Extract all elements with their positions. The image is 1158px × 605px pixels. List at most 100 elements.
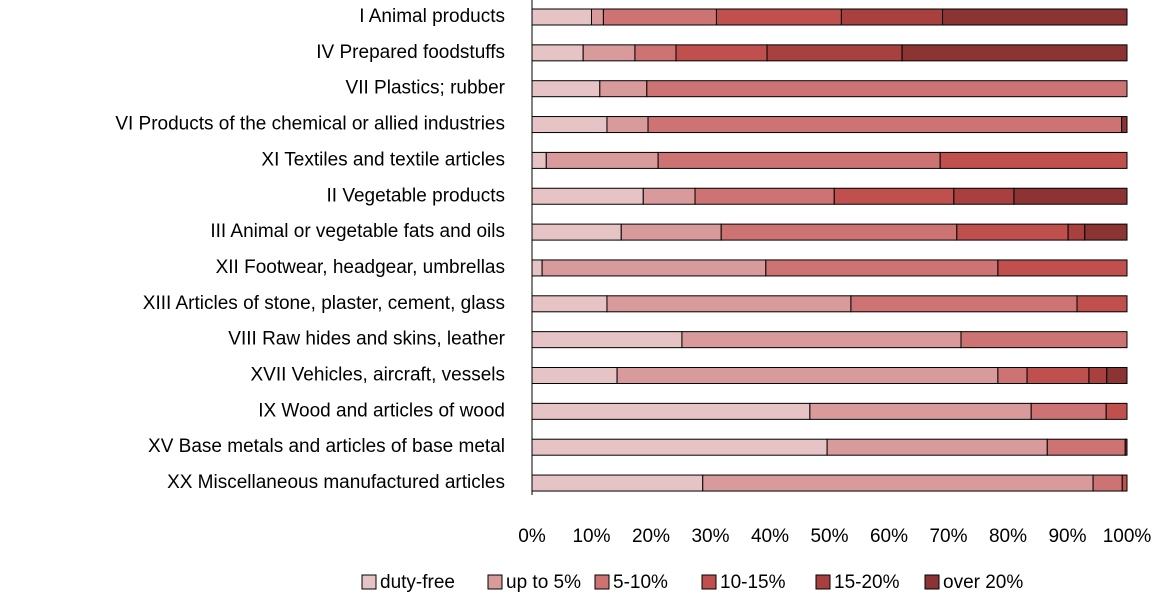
x-tick-label: 100% [1103, 526, 1152, 547]
bar-segment [591, 8, 604, 26]
category-label: VI Products of the chemical or allied in… [115, 114, 505, 135]
bar-segment [850, 295, 1078, 313]
category-label: III Animal or vegetable fats and oils [210, 221, 505, 242]
bar-segment [809, 402, 1032, 420]
bar-segment [541, 259, 767, 277]
bar-segment [694, 187, 835, 205]
category-label: XII Footwear, headgear, umbrellas [216, 257, 505, 278]
bar-segment [1026, 367, 1090, 384]
category-label: XI Textiles and textile articles [261, 149, 505, 170]
bar-segment [1121, 474, 1128, 492]
bar-segment [531, 331, 683, 349]
bar-segment [531, 259, 543, 277]
bar-segment [582, 44, 636, 62]
bar-segment [642, 187, 696, 205]
bar-segment [956, 223, 1069, 241]
bar-segment [1106, 367, 1128, 384]
x-tick-label: 90% [1048, 526, 1086, 547]
bar-segment [1092, 474, 1123, 492]
legend-label: 10-15% [720, 572, 786, 593]
category-label: I Animal products [359, 6, 505, 27]
legend-swatch [487, 574, 503, 590]
bar-segment [531, 474, 704, 492]
bar-segment [720, 223, 958, 241]
bar-segment [531, 116, 608, 134]
bar-segment [960, 331, 1128, 349]
bar-segment [599, 80, 648, 98]
bar-segment [833, 187, 955, 205]
legend-swatch [701, 574, 717, 590]
category-label: XX Miscellaneous manufactured articles [167, 472, 505, 493]
category-label: IV Prepared foodstuffs [316, 42, 505, 63]
bar-segment [766, 44, 903, 62]
bar-segment [606, 116, 649, 134]
legend-label: 5-10% [613, 572, 668, 593]
bar-segment [647, 116, 1123, 134]
bar-segment [1105, 402, 1128, 420]
x-tick-label: 70% [929, 526, 967, 547]
bar-segment [1084, 223, 1128, 241]
legend-label: 15-20% [834, 572, 900, 593]
category-label: IX Wood and articles of wood [258, 400, 505, 421]
bar-segment [545, 151, 659, 169]
bar-segment [1067, 223, 1086, 241]
bar-segment [1088, 367, 1108, 384]
x-tick-label: 60% [870, 526, 908, 547]
legend-swatch [924, 574, 940, 590]
bar-segment [715, 8, 842, 26]
bar-segment [1013, 187, 1128, 205]
bar-segment [531, 223, 622, 241]
bar-segment [681, 331, 962, 349]
bar-segment [531, 295, 608, 313]
bar-segment [953, 187, 1015, 205]
bar-segment [531, 80, 601, 98]
bar-segment [702, 474, 1094, 492]
bar-segment [765, 259, 999, 277]
category-label: XV Base metals and articles of base meta… [148, 436, 505, 457]
bar-segment [997, 367, 1028, 384]
bar-segment [531, 44, 584, 62]
bar-segment [620, 223, 722, 241]
legend-swatch [594, 574, 610, 590]
bar-segment [646, 80, 1128, 98]
legend-label: over 20% [943, 572, 1023, 593]
x-tick-label: 40% [751, 526, 789, 547]
bar-segment [942, 8, 1128, 26]
bar-segment [531, 151, 547, 169]
legend-swatch [815, 574, 831, 590]
bar-segment [1076, 295, 1128, 313]
bar-segment [840, 8, 944, 26]
bar-segment [531, 367, 618, 384]
bar-segment [1046, 438, 1126, 456]
bar-segment [1124, 438, 1128, 456]
bar-segment [531, 187, 644, 205]
category-label: II Vegetable products [326, 185, 505, 206]
x-tick-label: 20% [632, 526, 670, 547]
bar-segment [531, 402, 811, 420]
bar-segment [826, 438, 1048, 456]
bar-segment [606, 295, 852, 313]
bar-segment [901, 44, 1128, 62]
x-tick-label: 10% [572, 526, 610, 547]
bar-segment [1030, 402, 1107, 420]
bar-segment [531, 8, 592, 26]
category-label: XIII Articles of stone, plaster, cement,… [143, 293, 505, 314]
bar-segment [634, 44, 677, 62]
bar-segment [602, 8, 717, 26]
x-tick-label: 30% [691, 526, 729, 547]
category-label: XVII Vehicles, aircraft, vessels [251, 365, 506, 386]
bar-segment [675, 44, 768, 62]
legend-swatch [361, 574, 377, 590]
bar-segment [939, 151, 1128, 169]
x-tick-label: 50% [810, 526, 848, 547]
x-tick-label: 80% [989, 526, 1027, 547]
legend-label: up to 5% [506, 572, 581, 593]
bar-segment [1121, 116, 1128, 134]
category-label: VIII Raw hides and skins, leather [228, 329, 505, 350]
bar-segment [616, 367, 999, 384]
legend-label: duty-free [380, 572, 455, 593]
bar-segment [997, 259, 1128, 277]
category-label: VII Plastics; rubber [346, 78, 506, 99]
